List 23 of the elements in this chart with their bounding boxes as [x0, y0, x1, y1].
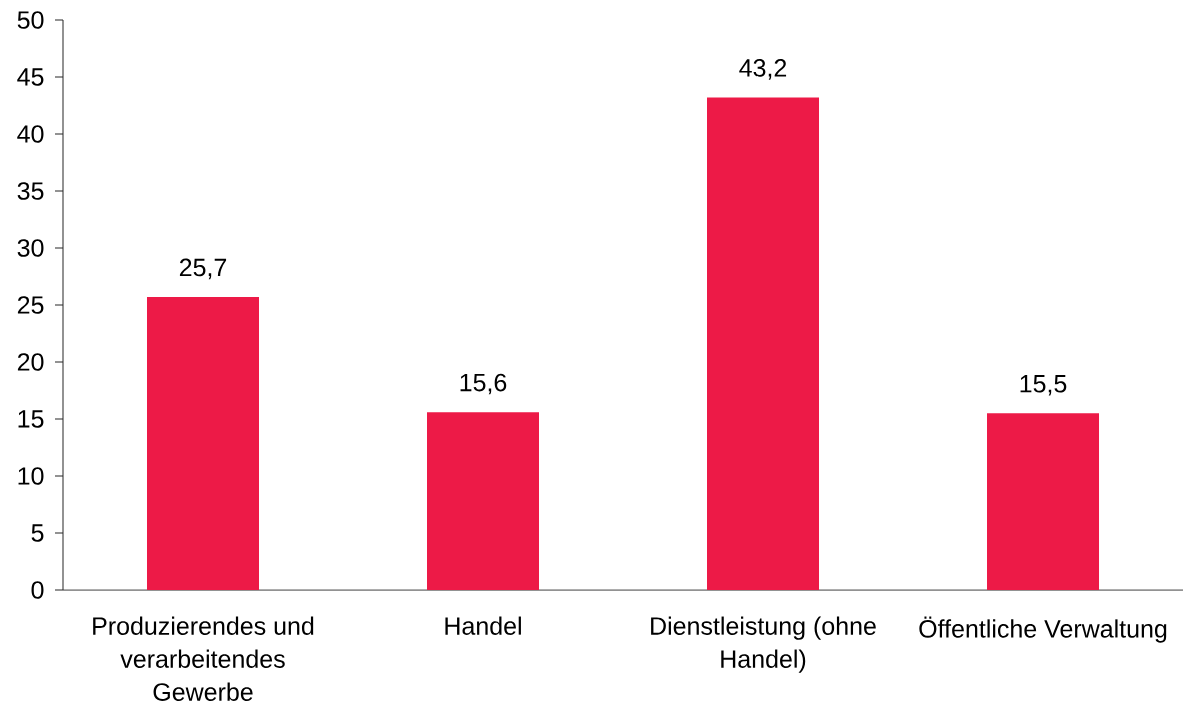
- x-tick-label: Produzierendes und verarbeitendes Gewerbe: [93, 616, 314, 701]
- y-tick-label: 10: [18, 467, 44, 485]
- data-label: 15,6: [460, 373, 507, 395]
- data-label: 43,2: [739, 59, 787, 80]
- y-tick-label: 50: [17, 11, 44, 29]
- y-tick-label: 30: [17, 239, 44, 257]
- y-tick-label: 45: [17, 68, 44, 86]
- y-tick-label: 15: [18, 410, 44, 428]
- x-tick-label: Dienstleistung (ohne Handel): [651, 616, 876, 673]
- bar: [147, 297, 259, 590]
- bar: [707, 97, 820, 590]
- data-label: 25,7: [179, 258, 227, 280]
- y-tick-label: 25: [17, 296, 44, 314]
- bar: [987, 413, 1100, 590]
- bar: [427, 412, 539, 590]
- y-tick-label: 35: [17, 182, 44, 200]
- y-tick-label: 20: [17, 353, 44, 371]
- x-tick-label: Handel: [445, 616, 521, 635]
- data-label: 15,5: [1020, 375, 1067, 396]
- y-tick-label: 0: [31, 581, 44, 599]
- y-tick-label: 40: [17, 125, 44, 143]
- y-tick-label: 5: [31, 524, 44, 542]
- x-tick-label: Öffentliche Verwaltung: [919, 616, 1167, 643]
